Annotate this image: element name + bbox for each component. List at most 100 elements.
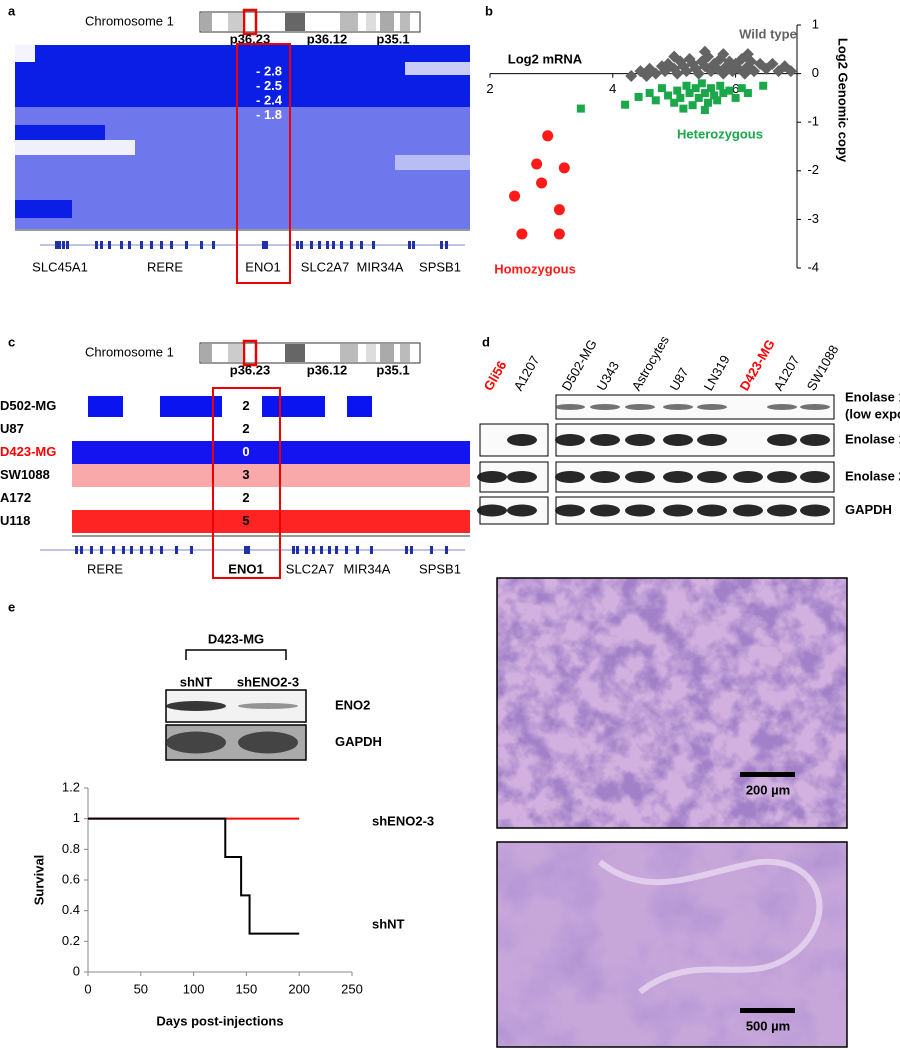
point (759, 81, 768, 90)
band-label: p36.12 (307, 31, 347, 46)
ideogram-band (366, 13, 376, 31)
lane-label: Gli56 (481, 358, 510, 393)
x-tick-label: 4 (609, 81, 616, 96)
heatmap-segment (15, 45, 35, 62)
x-tick-label: 250 (341, 981, 363, 996)
point (516, 228, 528, 240)
y-tick-label: 0.2 (62, 933, 80, 948)
x-tick-label: 50 (134, 981, 148, 996)
blot-band (767, 434, 797, 446)
x-axis-title: Days post-injections (156, 1013, 283, 1028)
exon (150, 546, 153, 554)
blot-band (800, 504, 830, 517)
gene-label: MIR34A (357, 259, 404, 274)
exon (405, 546, 408, 554)
point (717, 48, 730, 61)
cell-line: D423-MG (208, 631, 264, 646)
survival-line (88, 817, 300, 935)
sample-label: U87 (0, 421, 24, 436)
exon (190, 546, 193, 554)
blot-band (507, 434, 537, 446)
blot-band (507, 504, 537, 517)
exon (332, 241, 335, 249)
point (670, 98, 679, 107)
series-label: shENO2-3 (372, 813, 434, 828)
exon (140, 546, 143, 554)
lane-label: shENO2-3 (237, 674, 299, 689)
cn-segment (72, 487, 470, 510)
highlight-box (212, 387, 281, 579)
ideogram-band (200, 344, 212, 362)
point (692, 67, 705, 80)
lane-label: LN319 (701, 353, 733, 394)
heatmap-segment (15, 140, 135, 155)
point (640, 70, 653, 83)
point (668, 50, 681, 63)
panel-letter: d (482, 334, 490, 349)
exon (370, 546, 373, 554)
exon (108, 241, 111, 249)
blot-band (625, 504, 655, 517)
exon (292, 546, 295, 554)
point (731, 93, 740, 102)
point (509, 190, 521, 202)
cn-segment (72, 441, 470, 464)
row-label: ENO2 (335, 697, 370, 712)
gene-label: RERE (87, 561, 123, 576)
point (737, 84, 746, 93)
exon (160, 241, 163, 249)
blot-band (800, 404, 830, 410)
blot-band (166, 731, 226, 754)
exon (296, 546, 299, 554)
x-axis-title: Log2 mRNA (508, 51, 583, 66)
exon (445, 241, 448, 249)
blot-band (697, 471, 727, 483)
cn-segment (72, 464, 470, 487)
exon (445, 546, 448, 554)
point (553, 228, 565, 240)
exon (372, 241, 375, 249)
blot-band (663, 471, 693, 483)
point (531, 158, 543, 170)
y-tick-label: 0 (73, 963, 80, 978)
image-border (496, 841, 848, 1048)
histology-texture (497, 842, 847, 1047)
point (766, 57, 779, 70)
blot-band (590, 434, 620, 446)
blot-band (555, 404, 585, 410)
point (625, 70, 638, 83)
point (748, 65, 761, 78)
point (691, 84, 700, 93)
blot-band (625, 404, 655, 410)
exon (128, 241, 131, 249)
y-tick-label: 0.4 (62, 902, 80, 917)
exon (112, 546, 115, 554)
x-tick-label: 2 (486, 81, 493, 96)
blot-band (663, 504, 693, 517)
blot-band (697, 404, 727, 410)
row-label: GAPDH (335, 734, 382, 749)
ideogram-band (285, 13, 305, 31)
blot-band (477, 504, 507, 517)
point (645, 89, 654, 98)
ideogram-band (380, 13, 394, 31)
sample-label: D423-MG (0, 444, 56, 459)
exon (410, 546, 413, 554)
copy-number: 5 (242, 513, 249, 528)
ideogram-band (400, 344, 410, 362)
point (710, 91, 719, 100)
copy-value: - 2.4 (256, 92, 283, 107)
lane-label: A1207 (511, 353, 543, 393)
band-label: p36.23 (230, 362, 270, 377)
copy-value: - 2.5 (256, 78, 282, 93)
exon (75, 546, 78, 554)
series-label: Wild type (739, 26, 797, 41)
lane-label: A1207 (771, 353, 803, 393)
ideogram-band (340, 344, 358, 362)
sample-label: A172 (0, 490, 31, 505)
scale-bar (740, 772, 795, 777)
exon (212, 241, 215, 249)
gene-label: SPSB1 (419, 259, 461, 274)
exon (312, 546, 315, 554)
scale-bar-label: 500 µm (746, 1018, 790, 1033)
